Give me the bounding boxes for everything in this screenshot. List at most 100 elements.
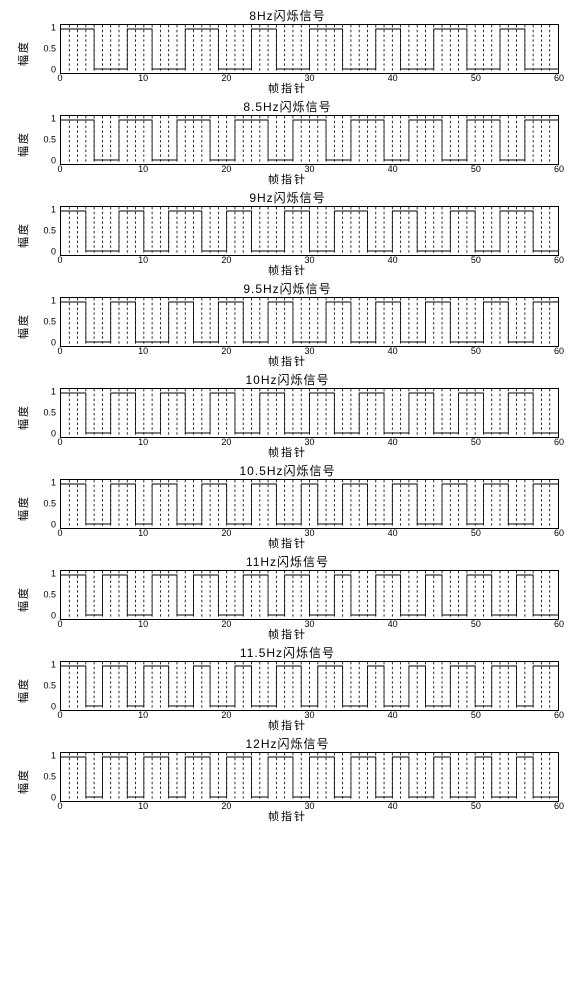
y-ticks: 00.51 [40, 661, 58, 711]
y-ticks: 00.51 [40, 297, 58, 347]
y-tick-label: 0 [51, 611, 56, 620]
x-tick-label: 20 [221, 802, 231, 811]
x-tick-label: 0 [57, 256, 62, 265]
x-tick-label: 10 [138, 620, 148, 629]
x-tick-label: 0 [57, 438, 62, 447]
x-tick-label: 30 [304, 711, 314, 720]
x-tick-label: 40 [388, 74, 398, 83]
x-tick-label: 10 [138, 711, 148, 720]
panel-title: 11Hz闪烁信号 [6, 556, 569, 568]
x-tick-label: 0 [57, 711, 62, 720]
x-tick-label: 60 [554, 620, 564, 629]
y-ticks: 00.51 [40, 115, 58, 165]
x-tick-label: 40 [388, 711, 398, 720]
plot-area [60, 661, 559, 711]
x-tick-label: 20 [221, 74, 231, 83]
x-tick-label: 30 [304, 438, 314, 447]
panel-12hz: 12Hz闪烁信号幅度00.510102030405060帧指针 [6, 738, 569, 823]
y-tick-label: 0.5 [43, 409, 56, 418]
y-tick-label: 0 [51, 520, 56, 529]
x-tick-label: 0 [57, 529, 62, 538]
x-tick-label: 50 [471, 438, 481, 447]
panel-11.5hz: 11.5Hz闪烁信号幅度00.510102030405060帧指针 [6, 647, 569, 732]
x-ticks: 0102030405060 [60, 74, 559, 84]
x-ticks: 0102030405060 [60, 438, 559, 448]
x-ticks: 0102030405060 [60, 347, 559, 357]
plot-area [60, 297, 559, 347]
x-tick-label: 60 [554, 438, 564, 447]
x-tick-label: 30 [304, 165, 314, 174]
x-axis-label: 帧指针 [6, 812, 569, 823]
panel-8.5hz: 8.5Hz闪烁信号幅度00.510102030405060帧指针 [6, 101, 569, 186]
x-tick-label: 50 [471, 529, 481, 538]
y-tick-label: 1 [51, 206, 56, 215]
panel-9.5hz: 9.5Hz闪烁信号幅度00.510102030405060帧指针 [6, 283, 569, 368]
x-tick-label: 50 [471, 620, 481, 629]
y-tick-label: 0 [51, 429, 56, 438]
x-ticks: 0102030405060 [60, 529, 559, 539]
y-tick-label: 0.5 [43, 318, 56, 327]
panel-10.5hz: 10.5Hz闪烁信号幅度00.510102030405060帧指针 [6, 465, 569, 550]
y-tick-label: 0 [51, 793, 56, 802]
y-tick-label: 0 [51, 338, 56, 347]
x-tick-label: 30 [304, 347, 314, 356]
x-tick-label: 30 [304, 620, 314, 629]
y-tick-label: 0 [51, 702, 56, 711]
x-tick-label: 50 [471, 256, 481, 265]
x-axis-label: 帧指针 [6, 539, 569, 550]
x-tick-label: 50 [471, 711, 481, 720]
panel-title: 10Hz闪烁信号 [6, 374, 569, 386]
plot-area [60, 570, 559, 620]
y-ticks: 00.51 [40, 752, 58, 802]
panel-9hz: 9Hz闪烁信号幅度00.510102030405060帧指针 [6, 192, 569, 277]
panel-title: 10.5Hz闪烁信号 [6, 465, 569, 477]
x-tick-label: 0 [57, 347, 62, 356]
x-tick-label: 60 [554, 74, 564, 83]
x-tick-label: 60 [554, 802, 564, 811]
panel-title: 12Hz闪烁信号 [6, 738, 569, 750]
x-tick-label: 10 [138, 347, 148, 356]
x-tick-label: 40 [388, 620, 398, 629]
y-tick-label: 0 [51, 65, 56, 74]
y-tick-label: 0.5 [43, 136, 56, 145]
panel-8hz: 8Hz闪烁信号幅度00.510102030405060帧指针 [6, 10, 569, 95]
plot-area [60, 24, 559, 74]
x-axis-label: 帧指针 [6, 266, 569, 277]
plot-area [60, 388, 559, 438]
panel-10hz: 10Hz闪烁信号幅度00.510102030405060帧指针 [6, 374, 569, 459]
x-tick-label: 20 [221, 347, 231, 356]
y-tick-label: 1 [51, 115, 56, 124]
x-tick-label: 40 [388, 347, 398, 356]
y-tick-label: 0.5 [43, 682, 56, 691]
y-tick-label: 1 [51, 661, 56, 670]
panel-title: 11.5Hz闪烁信号 [6, 647, 569, 659]
x-tick-label: 60 [554, 347, 564, 356]
y-tick-label: 0.5 [43, 500, 56, 509]
x-tick-label: 10 [138, 256, 148, 265]
y-tick-label: 1 [51, 570, 56, 579]
panel-title: 9Hz闪烁信号 [6, 192, 569, 204]
y-ticks: 00.51 [40, 479, 58, 529]
x-ticks: 0102030405060 [60, 165, 559, 175]
x-tick-label: 50 [471, 165, 481, 174]
x-axis-label: 帧指针 [6, 175, 569, 186]
x-tick-label: 60 [554, 165, 564, 174]
x-tick-label: 0 [57, 802, 62, 811]
x-tick-label: 40 [388, 165, 398, 174]
panel-title: 8Hz闪烁信号 [6, 10, 569, 22]
x-tick-label: 0 [57, 620, 62, 629]
panel-title: 9.5Hz闪烁信号 [6, 283, 569, 295]
waveform [61, 393, 558, 433]
y-tick-label: 0.5 [43, 45, 56, 54]
x-ticks: 0102030405060 [60, 711, 559, 721]
plot-area [60, 752, 559, 802]
x-tick-label: 30 [304, 256, 314, 265]
x-axis-label: 帧指针 [6, 84, 569, 95]
y-tick-label: 1 [51, 24, 56, 33]
x-tick-label: 60 [554, 256, 564, 265]
x-tick-label: 50 [471, 347, 481, 356]
x-tick-label: 10 [138, 802, 148, 811]
x-tick-label: 50 [471, 802, 481, 811]
x-axis-label: 帧指针 [6, 630, 569, 641]
x-tick-label: 20 [221, 620, 231, 629]
